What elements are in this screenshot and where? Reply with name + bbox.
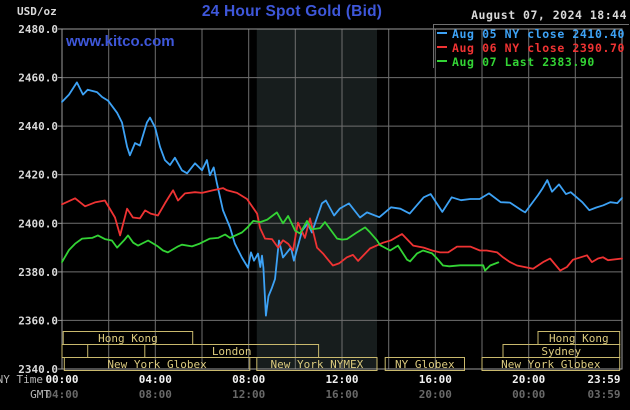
legend-label-aug06: Aug 06 NY close 2390.70	[452, 41, 626, 55]
svg-text:04:00: 04:00	[139, 373, 172, 386]
legend-item-aug07: Aug 07 Last 2383.90	[437, 55, 629, 69]
x-axis-labels: 00:00 04:00 04:00 08:00 08:00 12:00 12:00 16:00…	[0, 373, 621, 401]
legend-line-swatch-aug05	[437, 32, 447, 34]
svg-text:NY Globex: NY Globex	[395, 358, 455, 371]
svg-text:GMT: GMT	[30, 388, 50, 401]
svg-text:20:00: 20:00	[512, 373, 545, 386]
legend-line-swatch-aug07	[437, 60, 447, 62]
svg-text:New York Globex: New York Globex	[107, 358, 207, 371]
svg-text:2440.0: 2440.0	[18, 120, 58, 133]
svg-text:12:00: 12:00	[325, 373, 358, 386]
svg-text:23:59: 23:59	[587, 373, 620, 386]
y-axis-ticks	[58, 28, 62, 370]
svg-text:Hong Kong: Hong Kong	[98, 332, 158, 345]
legend-line-swatch-aug06	[437, 46, 447, 48]
svg-text:20:00: 20:00	[419, 388, 452, 401]
gridlines	[62, 29, 622, 369]
svg-text:London: London	[212, 345, 252, 358]
series-line-aug-06	[61, 187, 623, 272]
svg-text:NY Time: NY Time	[0, 373, 43, 386]
nymex-session-band	[256, 29, 377, 369]
legend-label-aug05: Aug 05 NY close 2410.40	[452, 27, 626, 41]
y-axis-units-label: USD/oz	[17, 5, 57, 18]
svg-text:00:00: 00:00	[512, 388, 545, 401]
svg-text:08:00: 08:00	[232, 373, 265, 386]
kitco-website-link[interactable]: www.kitco.com	[66, 33, 175, 50]
chart-title: 24 Hour Spot Gold (Bid)	[201, 3, 383, 20]
svg-text:12:00: 12:00	[232, 388, 265, 401]
series-line-aug-05	[61, 81, 623, 317]
svg-text:Sydney: Sydney	[541, 345, 581, 358]
svg-text:2460.0: 2460.0	[18, 72, 58, 85]
chart-legend: Aug 05 NY close 2410.40 Aug 06 NY close …	[433, 24, 629, 69]
svg-text:03:59: 03:59	[587, 388, 620, 401]
svg-text:Hong Kong: Hong Kong	[549, 332, 609, 345]
y-axis-labels: 2340.0 2360.0 2380.0 2400.0 2420.0 2440.0 2460…	[18, 23, 58, 376]
svg-text:2340.0: 2340.0	[18, 363, 58, 376]
svg-text:2420.0: 2420.0	[18, 169, 58, 182]
svg-text:2480.0: 2480.0	[18, 23, 58, 36]
svg-text:04:00: 04:00	[45, 388, 78, 401]
svg-text:16:00: 16:00	[419, 373, 452, 386]
legend-item-aug06: Aug 06 NY close 2390.70	[437, 41, 629, 55]
svg-text:2380.0: 2380.0	[18, 266, 58, 279]
legend-label-aug07: Aug 07 Last 2383.90	[452, 55, 595, 69]
series-line-aug-07	[61, 211, 500, 272]
svg-text:08:00: 08:00	[139, 388, 172, 401]
svg-text:00:00: 00:00	[45, 373, 78, 386]
svg-text:2360.0: 2360.0	[18, 314, 58, 327]
svg-text:2400.0: 2400.0	[18, 217, 58, 230]
svg-text:New York NYMEX: New York NYMEX	[271, 358, 364, 371]
svg-text:New York Globex: New York Globex	[501, 358, 601, 371]
legend-item-aug05: Aug 05 NY close 2410.40	[437, 27, 629, 41]
chart-datetime: August 07, 2024 18:44	[471, 8, 627, 22]
svg-text:16:00: 16:00	[325, 388, 358, 401]
